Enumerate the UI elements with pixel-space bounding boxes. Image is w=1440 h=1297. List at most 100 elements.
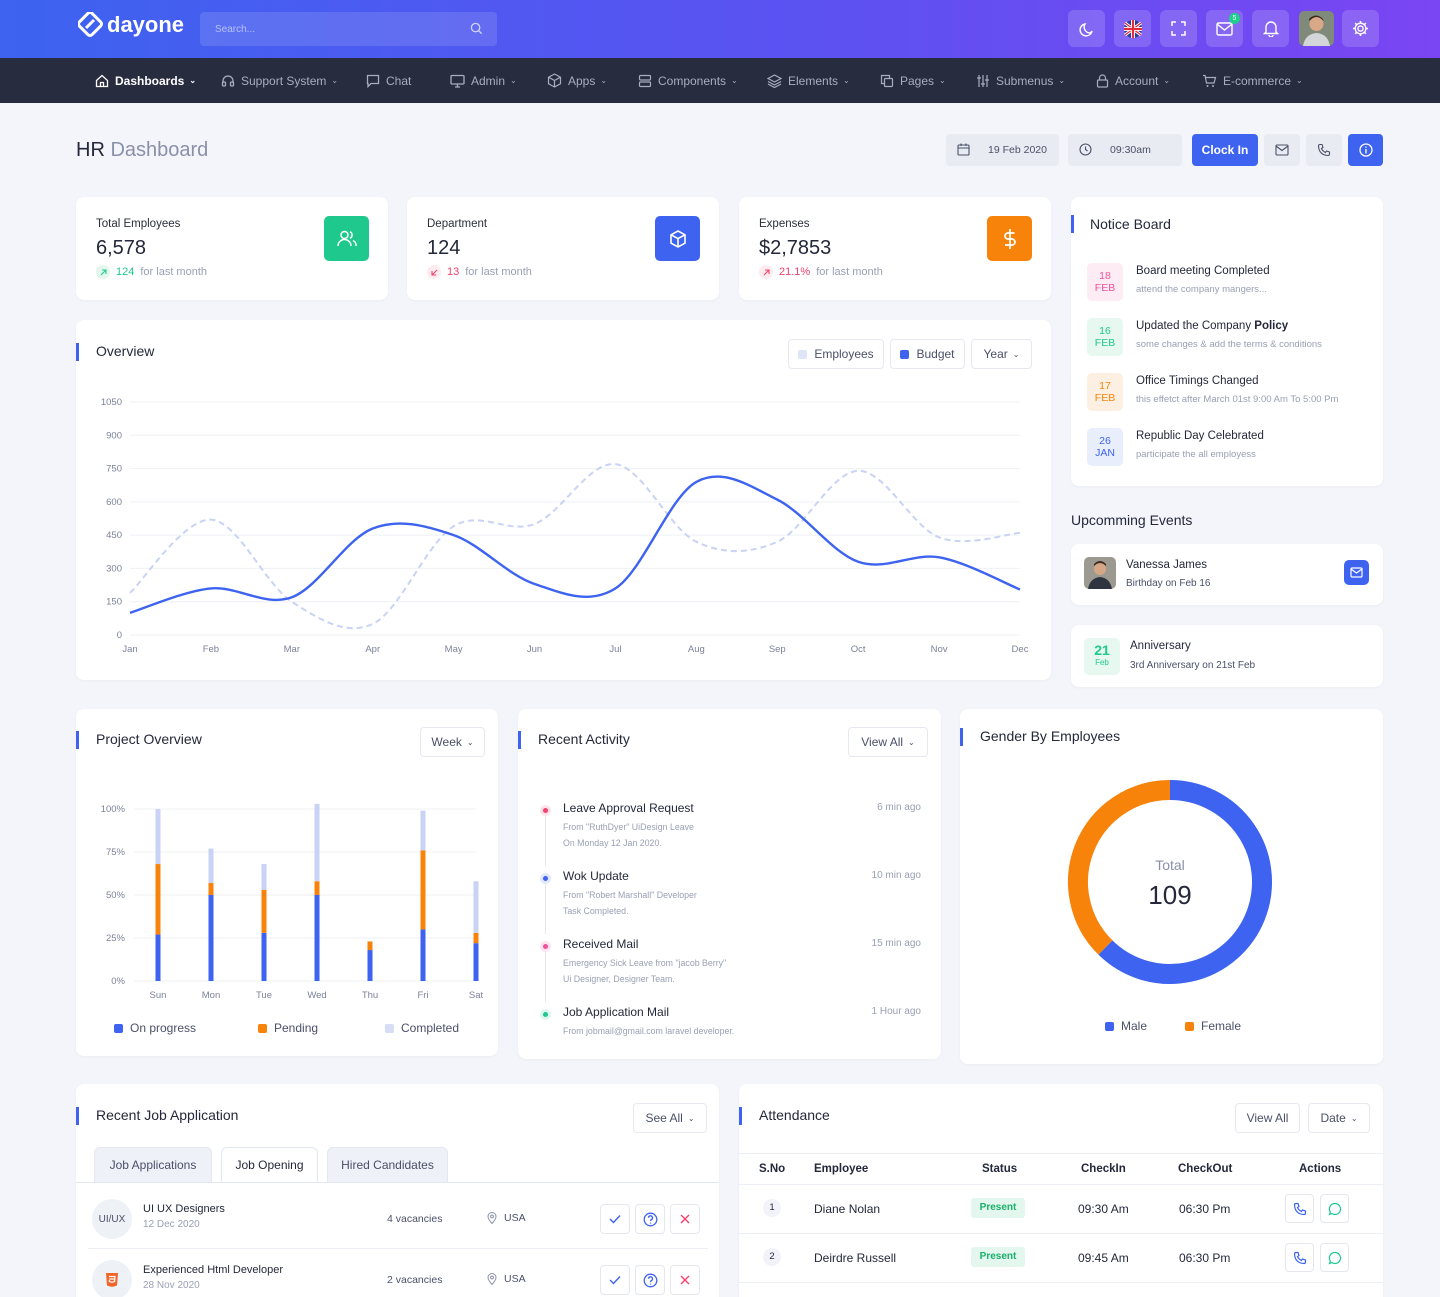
x-tick-label: Mon [202, 990, 220, 1001]
activity-item[interactable]: Job Application Mail 1 Hour ago From job… [538, 1005, 923, 1045]
overview-line-chart: 0 150 300 450 600 750 900 1050 Jan Feb Mar Apr May Ju… [101, 397, 1029, 655]
event-card-birthday[interactable]: Vanessa James Birthday on Feb 16 [1071, 544, 1383, 605]
series-line-budget [129, 475, 1021, 614]
nav-components[interactable]: Components ⌄ [638, 58, 738, 103]
tab-job-applications[interactable]: Job Applications [94, 1147, 212, 1182]
job-row[interactable]: UI/UX UI UX Designers 12 Dec 2020 4 vaca… [82, 1199, 714, 1259]
checkout-time: 06:30 Pm [1179, 1251, 1231, 1265]
notice-item[interactable]: 26 JAN Republic Day Celebrated participat… [1087, 428, 1377, 470]
notifications-button[interactable] [1252, 10, 1289, 47]
donut-slice-female [1068, 780, 1171, 955]
x-tick-label: Jun [527, 644, 542, 655]
notice-item[interactable]: 17 FEB Office Timings Changed this effetc… [1087, 373, 1377, 415]
chat-button[interactable] [1320, 1243, 1349, 1272]
date-dropdown[interactable]: Date ⌄ [1308, 1103, 1370, 1133]
see-all-dropdown[interactable]: See All ⌄ [633, 1103, 707, 1133]
nav-support-system[interactable]: Support System ⌄ [221, 58, 338, 103]
nav-account[interactable]: Account ⌄ [1096, 58, 1170, 103]
nav-admin[interactable]: Admin ⌄ [450, 58, 517, 103]
x-tick-label: Mar [284, 644, 300, 655]
week-dropdown[interactable]: Week ⌄ [420, 727, 485, 757]
fullscreen-icon [1171, 21, 1186, 36]
location-pin-icon [487, 1273, 497, 1285]
legend-label: Employees [814, 347, 874, 361]
info-button[interactable] [1348, 134, 1383, 166]
approve-button[interactable] [600, 1265, 630, 1295]
chevron-down-icon: ⌄ [600, 76, 608, 85]
nav-apps[interactable]: Apps ⌄ [547, 58, 607, 103]
activity-item[interactable]: Received Mail 15 min ago Emergency Sick … [538, 937, 923, 987]
activity-title: Wok Update [563, 869, 629, 883]
nav-chat[interactable]: Chat [366, 58, 411, 103]
event-sub: Birthday on Feb 16 [1126, 578, 1211, 589]
search-input[interactable]: Search... [215, 24, 256, 35]
call-button[interactable] [1285, 1194, 1314, 1223]
legend-employees-toggle[interactable]: Employees [788, 339, 884, 369]
job-row[interactable]: Experienced Html Developer 28 Nov 2020 2… [82, 1260, 714, 1297]
notice-item[interactable]: 18 FEB Board meeting Completed attend the… [1087, 263, 1377, 305]
help-button[interactable] [635, 1265, 665, 1295]
activity-item[interactable]: Leave Approval Request 6 min ago From "R… [538, 801, 923, 851]
event-mail-button[interactable] [1344, 560, 1369, 585]
profile-avatar[interactable] [1298, 10, 1335, 47]
time-display[interactable]: 09:30am [1068, 134, 1182, 166]
notice-month: FEB [1094, 337, 1116, 349]
job-title: Experienced Html Developer [143, 1264, 284, 1276]
home-icon [95, 74, 109, 87]
search-box[interactable]: Search... [200, 12, 497, 46]
chevron-down-icon: ⌄ [189, 76, 197, 85]
stat-value: 124 [427, 237, 461, 259]
email-button[interactable] [1264, 134, 1300, 166]
job-date: 12 Dec 2020 [143, 1219, 200, 1230]
brand-logo[interactable]: dayone [78, 12, 184, 38]
chevron-down-icon: ⌄ [466, 737, 474, 747]
event-card-anniversary[interactable]: 21 Feb Anniversary 3rd Anniversary on 21… [1071, 625, 1383, 687]
reject-button[interactable] [670, 1204, 700, 1234]
activity-item[interactable]: Wok Update 10 min ago From "Robert Marsh… [538, 869, 923, 919]
view-all-button[interactable]: View All [1235, 1103, 1300, 1133]
chevron-down-icon: ⌄ [1012, 349, 1020, 359]
dark-mode-toggle[interactable] [1068, 10, 1105, 47]
bar-segment-pending [420, 850, 426, 930]
moon-icon [1078, 22, 1093, 37]
approve-button[interactable] [600, 1204, 630, 1234]
notice-day: 18 [1099, 270, 1111, 282]
range-dropdown[interactable]: Year ⌄ [971, 339, 1032, 369]
question-icon [643, 1212, 657, 1226]
bell-icon [1262, 21, 1279, 37]
chat-button[interactable] [1320, 1194, 1349, 1223]
activity-time: 15 min ago [871, 938, 921, 949]
activity-sub: Task Completed. [563, 906, 629, 916]
search-icon[interactable] [470, 22, 483, 35]
nav-ecommerce[interactable]: E-commerce ⌄ [1202, 58, 1303, 103]
view-all-dropdown[interactable]: View All ⌄ [848, 727, 928, 757]
page-title-light: Dashboard [110, 139, 209, 161]
notice-item[interactable]: 16 FEB Updated the Company Policy some ch… [1087, 318, 1377, 360]
reject-button[interactable] [670, 1265, 700, 1295]
legend-item: Pending [258, 1021, 318, 1035]
help-button[interactable] [635, 1204, 665, 1234]
nav-elements[interactable]: Elements ⌄ [767, 58, 850, 103]
gear-icon [1353, 21, 1368, 36]
cart-icon [1203, 74, 1217, 87]
stat-change-value: 124 [116, 266, 135, 278]
notice-title: Republic Day Celebrated [1136, 430, 1264, 442]
x-tick-label: Wed [307, 990, 326, 1001]
legend-budget-toggle[interactable]: Budget [890, 339, 965, 369]
clock-in-button[interactable]: Clock In [1192, 134, 1258, 166]
donut-total-label: Total [1155, 857, 1185, 873]
nav-submenus[interactable]: Submenus ⌄ [976, 58, 1065, 103]
settings-button[interactable] [1342, 10, 1379, 47]
language-button[interactable] [1114, 10, 1151, 47]
legend-swatch [900, 349, 910, 359]
nav-pages[interactable]: Pages ⌄ [880, 58, 946, 103]
date-display[interactable]: 19 Feb 2020 [946, 134, 1059, 166]
fullscreen-button[interactable] [1160, 10, 1197, 47]
call-button[interactable] [1306, 134, 1342, 166]
tab-job-opening[interactable]: Job Opening [221, 1147, 318, 1182]
call-button[interactable] [1285, 1243, 1314, 1272]
nav-dashboards[interactable]: Dashboards ⌄ [95, 58, 196, 103]
messages-button[interactable]: 5 [1206, 10, 1243, 47]
tab-hired-candidates[interactable]: Hired Candidates [327, 1147, 448, 1182]
stat-note: for last month [465, 266, 532, 278]
